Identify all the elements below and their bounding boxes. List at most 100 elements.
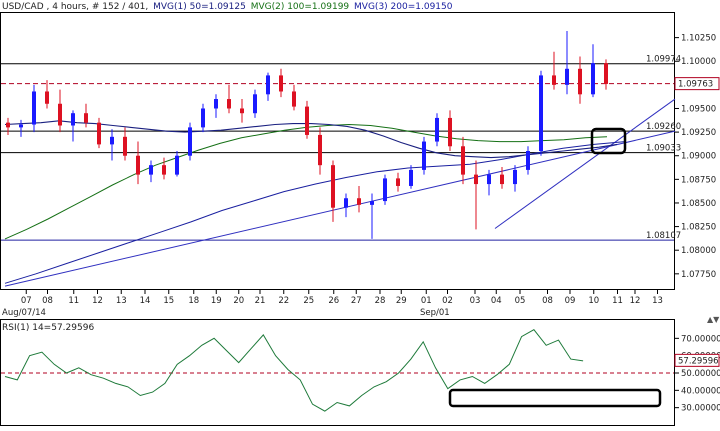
candle-body [448, 117, 452, 147]
candle-body [565, 68, 569, 85]
y-tick-label: 1.10250 [681, 34, 716, 44]
x-tick-label: 22 [278, 296, 289, 306]
price-marks [4, 31, 676, 287]
candle-body [71, 113, 75, 126]
ma200-line [4, 141, 626, 284]
candle-body [201, 108, 205, 128]
candle-body [253, 94, 257, 114]
candle-body [331, 165, 335, 208]
candle-body [32, 91, 36, 125]
price-level-label: 1.09763 [678, 80, 713, 90]
x-tick-label: 11 [612, 296, 623, 306]
collapse-arrow-icon[interactable]: ▲▼ [707, 315, 720, 324]
candle-body [396, 178, 400, 186]
candle-body [409, 169, 413, 186]
x-tick-label: 28 [375, 296, 386, 306]
title-info: , 4 hours, # 152 / 401, [47, 2, 149, 12]
candle-body [292, 91, 296, 107]
candle-body [162, 165, 166, 175]
rsi-current-box [674, 353, 720, 367]
candle-body [500, 174, 504, 185]
x-tick-label: 11 [68, 296, 79, 306]
price-grid: 1.09974 1.09260 1.09033 1.08107 [1, 55, 681, 241]
title-symbol: USD/CAD [2, 2, 44, 12]
rsi-tick-label: 70.00000 [681, 334, 720, 344]
chart-title: USD/CAD , 4 hours, # 152 / 401, MVG(1) 5… [2, 2, 453, 12]
x-tick-label: 03 [470, 296, 481, 306]
candle-body [305, 106, 309, 135]
candle-body [318, 134, 322, 166]
x-tick-label: 10 [588, 296, 599, 306]
y-tick-label: 1.08000 [681, 246, 716, 256]
candle-body [552, 75, 556, 85]
candle-body [266, 75, 270, 95]
candle-body [461, 146, 465, 175]
rsi-y-axis: 70.0000060.0000050.0000040.0000030.00000… [674, 334, 720, 414]
candle-body [58, 103, 62, 126]
candle-body [383, 178, 387, 202]
trend-line-b [4, 130, 676, 287]
candle-body [435, 117, 439, 142]
x-tick-label: 08 [542, 296, 553, 306]
annotation-box-price [590, 127, 627, 155]
x-tick-label: 04 [491, 296, 502, 306]
x-tick-label: 15 [163, 296, 174, 306]
x-tick-label: 25 [303, 296, 314, 306]
candle-body [422, 141, 426, 170]
candle-body [357, 198, 361, 205]
trend-line-a [494, 98, 676, 229]
y-tick-label: 1.09000 [681, 152, 716, 162]
price-y-axis: 1.102501.100001.097501.095001.092501.090… [674, 34, 720, 280]
candle-body [123, 136, 127, 156]
y-tick-label: 1.07750 [681, 270, 716, 280]
candle-body [175, 155, 179, 175]
rsi-current-label: 57.29596 [678, 356, 719, 366]
candle-body [149, 165, 153, 175]
candle-body [84, 113, 88, 123]
rsi-title: RSI(1) 14=57.29596 [2, 323, 94, 333]
candle-body [474, 174, 478, 185]
x-tick-label: 19 [211, 296, 222, 306]
rsi-tick-label: 40.00000 [681, 386, 720, 396]
x-tick-label: 13 [116, 296, 127, 306]
y-tick-label: 1.08500 [681, 199, 716, 209]
x-tick-label: 14 [140, 296, 151, 306]
candle-body [487, 174, 491, 185]
candle-body [578, 68, 582, 95]
x-tick-label: 12 [92, 296, 103, 306]
y-tick-label: 1.09250 [681, 128, 716, 138]
rsi-tick-label: 50.00000 [681, 369, 720, 379]
level-label: 1.09974 [646, 55, 681, 65]
y-tick-label: 1.09500 [681, 104, 716, 114]
x-axis: 07 08 11 12 13 14 15 18 19 20 21 22 25 26 27 28 29 01 02 03… [21, 289, 663, 306]
candle-body [591, 63, 595, 95]
x-date-label-1: Aug/07/14 [2, 308, 46, 318]
x-tick-label: 09 [565, 296, 576, 306]
level-label: 1.09033 [646, 144, 681, 154]
level-label: 1.08107 [646, 231, 681, 241]
x-tick-label: 12 [630, 296, 641, 306]
price-panel [0, 12, 675, 290]
title-mvg1: MVG(1) 50=1.09125 [153, 2, 246, 12]
x-tick-label: 05 [515, 296, 526, 306]
x-tick-label: 01 [421, 296, 432, 306]
annotation-box-rsi [448, 388, 662, 408]
x-tick-label: 26 [328, 296, 339, 306]
x-tick-label: 20 [233, 296, 244, 306]
candle-body [279, 75, 283, 92]
x-tick-label: 02 [442, 296, 453, 306]
title-mvg2: MVG(2) 100=1.09199 [251, 2, 350, 12]
candle-body [513, 169, 517, 185]
ma50-line [4, 120, 618, 159]
candle-body [370, 201, 374, 205]
candle-body [604, 63, 608, 84]
x-tick-label: 13 [652, 296, 663, 306]
candle-body [240, 108, 244, 114]
x-tick-label: 18 [188, 296, 199, 306]
y-tick-label: 1.08250 [681, 223, 716, 233]
candle-body [188, 127, 192, 156]
candle-body [136, 155, 140, 175]
x-tick-label: 21 [255, 296, 266, 306]
x-tick-label: 08 [42, 296, 53, 306]
